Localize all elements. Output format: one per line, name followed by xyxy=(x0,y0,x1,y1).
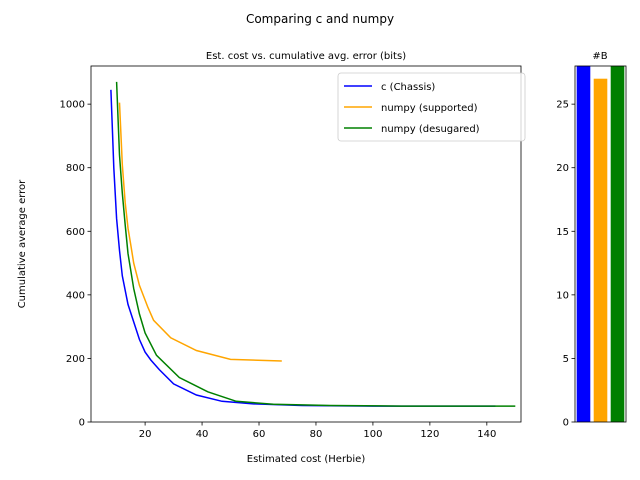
series-line-numpy-desugared xyxy=(115,81,516,407)
legend: c (Chassis) numpy (supported) numpy (des… xyxy=(337,72,526,142)
main-line-chart: Est. cost vs. cumulative avg. error (bit… xyxy=(17,51,526,465)
bar-y-tick-label-25: 25 xyxy=(556,100,569,111)
y-tick-label-200: 200 xyxy=(66,354,85,365)
bar-chart-y-ticks: 0 5 10 15 20 25 xyxy=(556,100,575,429)
series-line-c-chassis xyxy=(110,89,496,407)
bar-y-tick-label-5: 5 xyxy=(563,354,569,365)
legend-label-numpy-supported: numpy (supported) xyxy=(381,103,478,114)
main-chart-frame xyxy=(90,65,522,423)
bar-chart-frame xyxy=(574,65,627,423)
legend-label-c-chassis: c (Chassis) xyxy=(381,82,435,93)
series-line-numpy-supported xyxy=(118,102,282,362)
x-tick-label-60: 60 xyxy=(253,429,266,440)
y-tick-label-1000: 1000 xyxy=(60,100,85,111)
figure-suptitle: Comparing c and numpy xyxy=(246,12,394,26)
main-chart-title: Est. cost vs. cumulative avg. error (bit… xyxy=(206,51,406,62)
x-tick-label-20: 20 xyxy=(139,429,152,440)
bar-y-tick-label-15: 15 xyxy=(556,227,569,238)
legend-label-numpy-desugared: numpy (desugared) xyxy=(381,124,480,135)
bar-numpy-supported xyxy=(593,78,608,422)
main-chart-x-axis-label: Estimated cost (Herbie) xyxy=(247,454,366,465)
main-chart-y-ticks: 0 200 400 600 800 1000 xyxy=(60,100,91,429)
main-chart-series-lines xyxy=(110,81,516,407)
bar-y-tick-label-0: 0 xyxy=(563,418,569,429)
x-tick-label-40: 40 xyxy=(196,429,209,440)
y-tick-label-600: 600 xyxy=(66,227,85,238)
bar-numpy-desugared xyxy=(610,66,625,422)
bar-y-tick-label-10: 10 xyxy=(556,290,569,301)
legend-box xyxy=(337,72,526,142)
y-tick-label-400: 400 xyxy=(66,290,85,301)
x-tick-label-140: 140 xyxy=(477,429,496,440)
y-tick-label-800: 800 xyxy=(66,163,85,174)
bar-chart-bars xyxy=(576,66,625,422)
x-tick-label-80: 80 xyxy=(310,429,323,440)
side-bar-chart: #B 0 5 10 15 20 25 xyxy=(556,51,627,429)
x-tick-label-120: 120 xyxy=(420,429,439,440)
x-tick-label-100: 100 xyxy=(363,429,382,440)
bar-y-tick-label-20: 20 xyxy=(556,163,569,174)
y-tick-label-0: 0 xyxy=(79,418,85,429)
main-chart-y-axis-label: Cumulative average error xyxy=(17,179,28,308)
main-chart-x-ticks: 20 40 60 80 100 120 140 xyxy=(139,422,496,440)
bar-chart-title: #B xyxy=(592,51,607,62)
bar-c-chassis xyxy=(576,66,591,422)
